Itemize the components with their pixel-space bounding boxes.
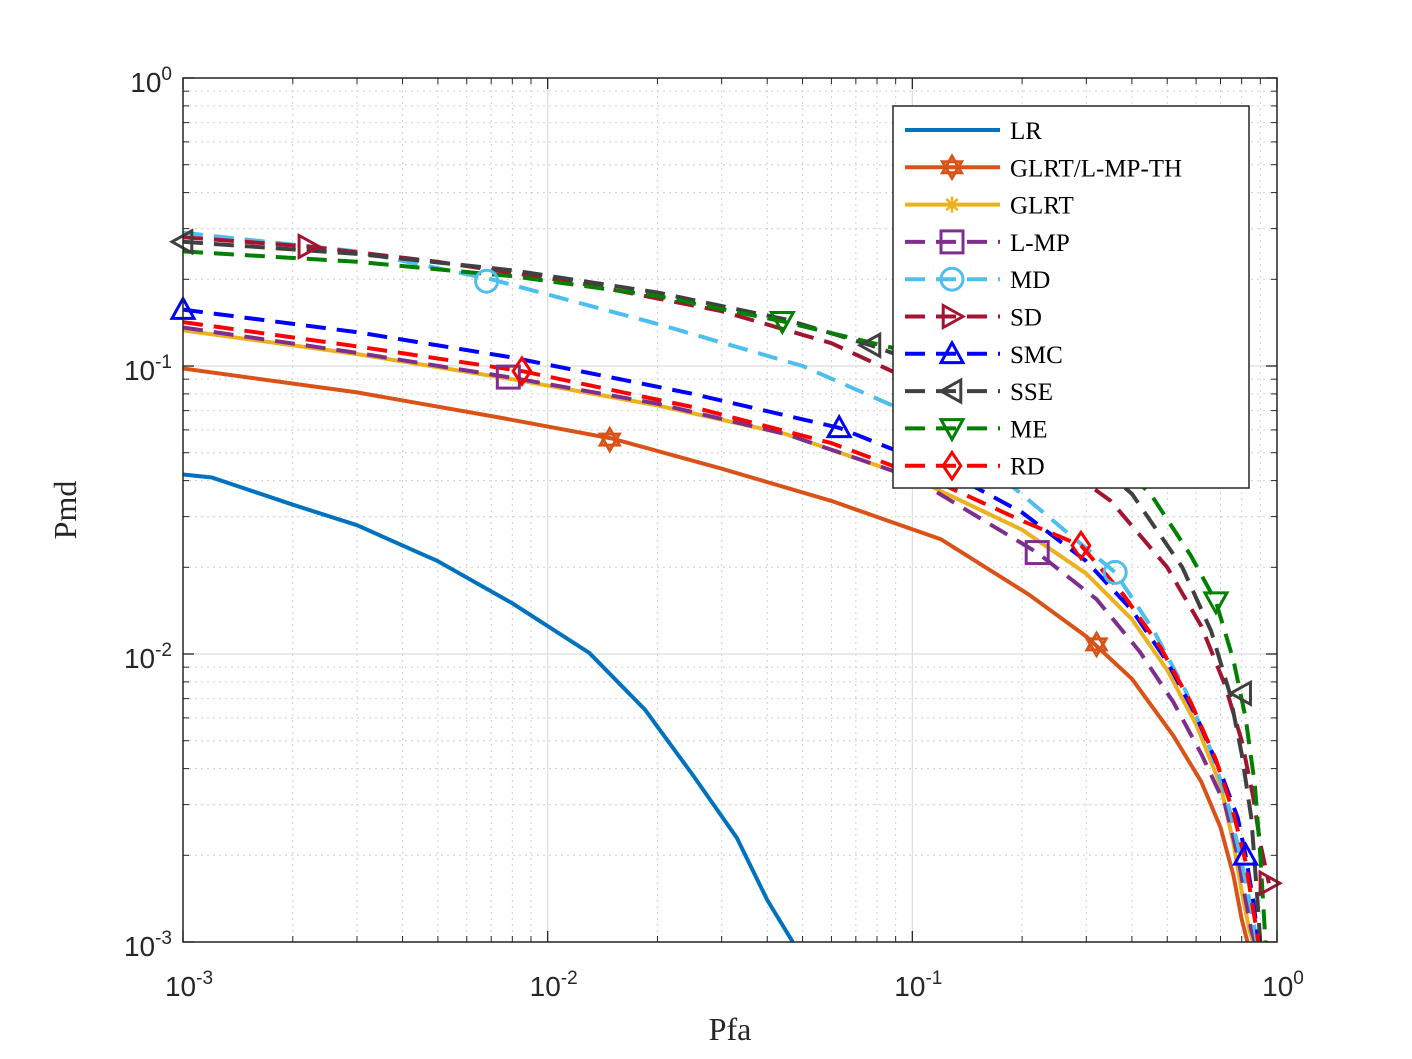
legend-label: RD [1010, 454, 1045, 481]
legend-label: SD [1010, 305, 1042, 332]
data-point-marker [1202, 591, 1230, 616]
legend-label: GLRT [1010, 193, 1074, 220]
legend-label: SSE [1010, 379, 1053, 406]
x-tick-label: 100 [1262, 968, 1304, 1002]
legend-marker [939, 229, 965, 255]
legend-box [892, 105, 1250, 489]
minor-grid [183, 78, 1277, 942]
data-point-marker [1084, 630, 1109, 652]
y-tick-label: 10-3 [124, 928, 172, 962]
legend-item: L-MP [905, 229, 1070, 257]
y-tick-label-base: 10 [124, 355, 155, 386]
data-point-marker [1232, 841, 1260, 866]
legend-item: LR [905, 118, 1042, 145]
legend-item: RD [905, 449, 1045, 482]
x-tick-label-base: 10 [530, 971, 561, 1002]
legend-marker [938, 339, 966, 365]
y-tick-label-base: 10 [130, 67, 161, 98]
series-line-sse [183, 239, 1263, 942]
series-line-glrt-l-mp-th [183, 366, 1250, 942]
series-line-lr [183, 472, 795, 942]
y-tick-label-exponent: -1 [155, 352, 172, 373]
legend-marker [938, 418, 966, 443]
marker-layer [168, 228, 1283, 897]
x-tick-label: 10-1 [894, 968, 942, 1002]
data-point-marker [297, 232, 322, 261]
data-point-marker [597, 432, 622, 454]
x-tick-label: 10-2 [530, 968, 578, 1002]
tick-marks [182, 77, 1278, 943]
legend-item: SD [905, 302, 1042, 332]
data-point-marker [474, 268, 500, 294]
legend-item: SMC [905, 339, 1063, 369]
legend-item: SSE [905, 377, 1053, 406]
plot-frame [182, 77, 1278, 943]
legend-label: MD [1010, 267, 1050, 294]
legend-item: GLRT/L-MP-TH [905, 153, 1182, 182]
legend-marker [937, 377, 963, 405]
x-tick-label-exponent: -1 [925, 968, 942, 989]
legend-item: ME [905, 416, 1048, 443]
x-tick-label-exponent: -2 [561, 968, 578, 989]
data-point-marker [1070, 529, 1092, 562]
data-point-marker [168, 228, 194, 256]
legend-marker [941, 449, 963, 482]
legend: LR GLRT/L-MP-TH GLRT L-MP MD SD SMC SSE ME RD [892, 105, 1250, 489]
data-point-marker [511, 355, 533, 388]
x-tick-label-base: 10 [1262, 971, 1293, 1002]
x-tick-label-exponent: 0 [1293, 968, 1304, 989]
legend-label: L-MP [1010, 230, 1070, 257]
y-tick-label-exponent: -3 [155, 928, 172, 949]
series-line-l-mp [183, 325, 1257, 942]
legend-marker [939, 153, 965, 175]
data-point-marker [1024, 540, 1050, 566]
legend-item: MD [905, 266, 1050, 294]
legend-label: LR [1010, 118, 1042, 145]
y-tick-label-base: 10 [124, 931, 155, 962]
data-point-marker [495, 364, 521, 390]
data-point-marker [825, 413, 853, 439]
legend-item: GLRT [905, 193, 1074, 220]
data-point-marker [597, 425, 622, 447]
legend-marker-ray [945, 198, 959, 212]
legend-marker [939, 266, 965, 292]
data-point-marker [856, 331, 882, 359]
data-point-marker [1102, 559, 1128, 585]
data-point-marker [1084, 637, 1109, 659]
x-tick-label-exponent: -3 [196, 968, 213, 989]
y-tick-label: 100 [130, 64, 172, 98]
series-line-md [183, 230, 1259, 942]
legend-label: GLRT/L-MP-TH [1010, 155, 1182, 182]
legend-marker [941, 302, 967, 331]
x-tick-label: 10-3 [165, 968, 213, 1002]
legend-marker [944, 196, 960, 213]
y-tick-label: 10-1 [124, 352, 172, 386]
data-point-marker [1258, 869, 1283, 897]
legend-label: SMC [1010, 342, 1063, 369]
y-tick-label-exponent: 0 [161, 64, 172, 85]
x-tick-labels: 10-3 10-2 10-1 100 [165, 968, 1304, 1002]
y-tick-label-exponent: -2 [155, 640, 172, 661]
series-line-rd [183, 320, 1261, 942]
x-axis-label: Pfa [709, 1011, 752, 1047]
y-axis-label: Pmd [47, 481, 83, 540]
y-tick-label-base: 10 [124, 643, 155, 674]
legend-marker [939, 160, 965, 182]
y-tick-label: 10-2 [124, 640, 172, 674]
x-tick-label-base: 10 [894, 971, 925, 1002]
data-point-marker [768, 310, 796, 336]
legend-label: ME [1010, 416, 1048, 443]
x-tick-label-base: 10 [165, 971, 196, 1002]
data-point-marker [1227, 679, 1252, 707]
